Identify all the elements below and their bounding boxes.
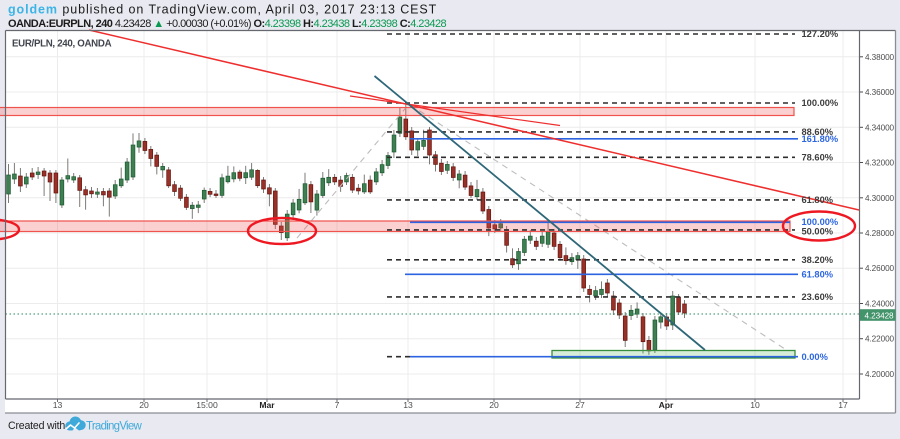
svg-text:88.60%: 88.60% — [802, 127, 834, 137]
svg-text:4.20000: 4.20000 — [865, 370, 895, 379]
svg-text:4.26000: 4.26000 — [865, 264, 895, 273]
svg-text:0.00%: 0.00% — [802, 352, 829, 362]
svg-text:4.28000: 4.28000 — [865, 229, 895, 238]
svg-text:Created with: Created with — [8, 420, 65, 432]
svg-text:EUR/PLN, 240, OANDA: EUR/PLN, 240, OANDA — [12, 39, 112, 50]
svg-text:15:00: 15:00 — [196, 400, 218, 410]
svg-text:4.22000: 4.22000 — [865, 335, 895, 344]
svg-text:4.34000: 4.34000 — [865, 123, 895, 132]
svg-text:Apr: Apr — [659, 400, 674, 410]
svg-text:100.00%: 100.00% — [802, 217, 839, 227]
svg-text:13: 13 — [53, 400, 63, 410]
svg-text:61.80%: 61.80% — [802, 270, 834, 280]
svg-text:78.60%: 78.60% — [802, 153, 834, 163]
svg-text:10: 10 — [750, 400, 760, 410]
svg-text:27: 27 — [575, 400, 585, 410]
svg-text:OANDA:EURPLN, 240 4.23428 ▲ +0: OANDA:EURPLN, 240 4.23428 ▲ +0.00030 (+0… — [8, 18, 447, 30]
svg-text:7: 7 — [335, 400, 340, 410]
svg-text:TradingView: TradingView — [86, 421, 142, 433]
svg-text:38.20%: 38.20% — [802, 255, 834, 265]
svg-text:4.23428: 4.23428 — [865, 311, 895, 320]
svg-text:20: 20 — [139, 400, 149, 410]
svg-text:17: 17 — [838, 400, 848, 410]
svg-text:13: 13 — [403, 400, 413, 410]
svg-text:161.80%: 161.80% — [802, 134, 839, 144]
svg-text:4.36000: 4.36000 — [865, 88, 895, 97]
svg-text:4.24000: 4.24000 — [865, 300, 895, 309]
svg-text:20: 20 — [489, 400, 499, 410]
svg-text:23.60%: 23.60% — [802, 292, 834, 302]
svg-text:4.32000: 4.32000 — [865, 159, 895, 168]
svg-text:61.80%: 61.80% — [802, 195, 834, 205]
svg-text:Mar: Mar — [259, 400, 275, 410]
svg-text:100.00%: 100.00% — [802, 98, 839, 108]
svg-text:4.38000: 4.38000 — [865, 53, 895, 62]
svg-text:4.30000: 4.30000 — [865, 194, 895, 203]
svg-text:50.00%: 50.00% — [802, 227, 834, 237]
svg-text:127.20%: 127.20% — [802, 29, 839, 39]
svg-text:goldem published on TradingVie: goldem published on TradingView.com, Apr… — [8, 3, 437, 17]
